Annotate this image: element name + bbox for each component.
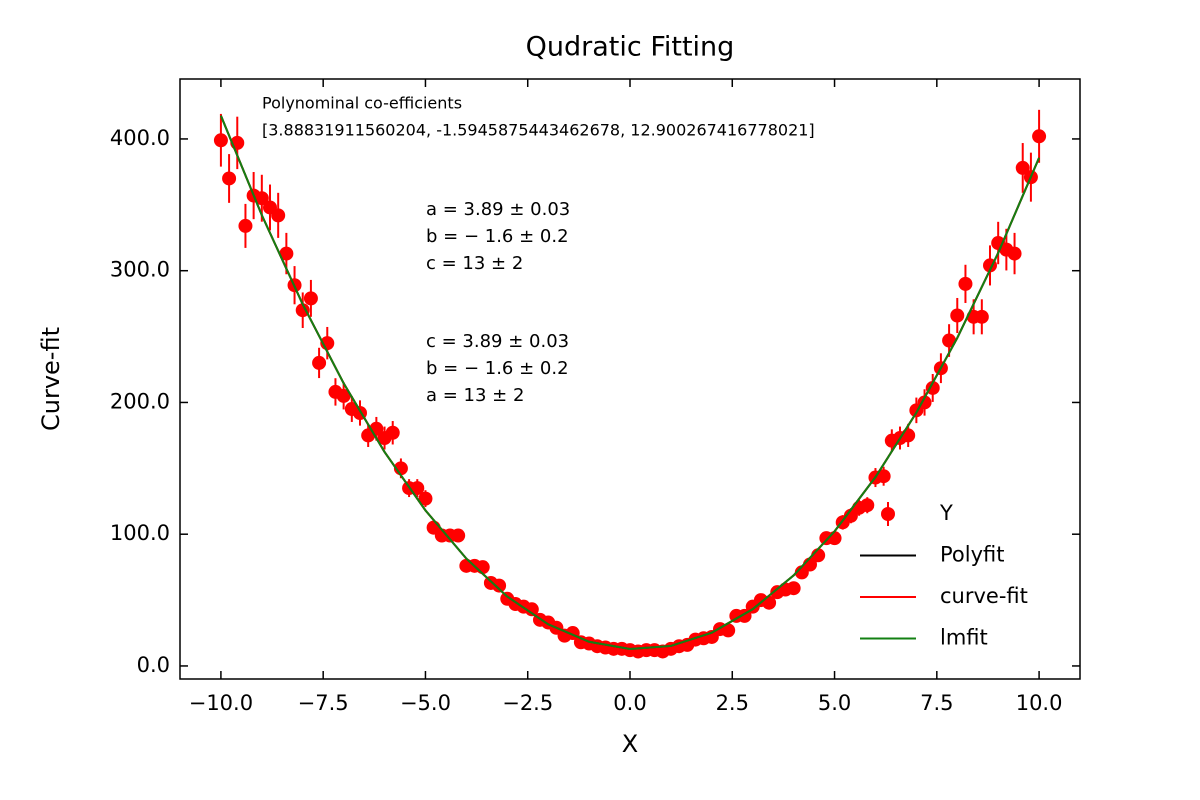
x-tick-label: 0.0 <box>613 691 646 715</box>
fit-line <box>219 115 1041 650</box>
annotation: a = 13 ± 2 <box>426 385 524 406</box>
data-point <box>942 333 957 348</box>
y-tick-label: 400.0 <box>110 126 170 150</box>
y-tick-label: 200.0 <box>110 389 170 413</box>
data-point <box>1015 160 1030 175</box>
data-point <box>336 388 351 403</box>
x-tick-label: −5.0 <box>400 691 451 715</box>
data-point <box>303 291 318 306</box>
legend-label: lmfit <box>940 626 988 650</box>
data-point <box>492 578 507 593</box>
data-point <box>876 469 891 484</box>
data-point <box>786 581 801 596</box>
legend-marker <box>881 507 895 521</box>
data-point <box>860 498 875 513</box>
y-axis-label: Curve-fit <box>37 327 65 431</box>
legend-label: curve-fit <box>940 584 1028 608</box>
x-tick-label: 7.5 <box>920 691 953 715</box>
data-point <box>1007 246 1022 261</box>
x-tick-label: −2.5 <box>502 691 553 715</box>
x-tick-label: 2.5 <box>716 691 749 715</box>
x-tick-label: −7.5 <box>298 691 349 715</box>
data-point <box>410 481 425 496</box>
data-point <box>385 425 400 440</box>
data-point <box>950 308 965 323</box>
x-tick-label: −10.0 <box>189 691 253 715</box>
data-point <box>222 171 237 186</box>
data-point <box>524 602 539 617</box>
y-tick-label: 100.0 <box>110 521 170 545</box>
annotation: a = 3.89 ± 0.03 <box>426 199 570 220</box>
data-point <box>901 428 916 443</box>
data-point <box>475 560 490 575</box>
x-axis-label: X <box>622 730 638 758</box>
data-point <box>213 133 228 148</box>
data-point <box>271 208 286 223</box>
data-point <box>238 218 253 233</box>
legend-label: Polyfit <box>940 543 1005 567</box>
data-point <box>279 246 294 261</box>
annotation: b = − 1.6 ± 0.2 <box>426 358 569 379</box>
annotation: c = 3.89 ± 0.03 <box>426 331 569 352</box>
data-point <box>827 531 842 546</box>
data-point <box>418 491 433 506</box>
annotation: b = − 1.6 ± 0.2 <box>426 226 569 247</box>
x-tick-label: 5.0 <box>818 691 851 715</box>
data-point <box>1032 129 1047 144</box>
data-point <box>312 355 327 370</box>
data-point <box>451 528 466 543</box>
y-tick-label: 300.0 <box>110 258 170 282</box>
data-point <box>295 303 310 318</box>
data-point <box>974 309 989 324</box>
data-point <box>721 623 736 638</box>
legend-label: Y <box>939 501 953 525</box>
y-tick-label: 0.0 <box>137 653 170 677</box>
annotation: [3.88831911560204, -1.5945875443462678, … <box>262 121 815 140</box>
chart-title: Qudratic Fitting <box>526 32 735 63</box>
x-tick-label: 10.0 <box>1016 691 1063 715</box>
data-point <box>254 191 269 206</box>
annotation: c = 13 ± 2 <box>426 253 523 274</box>
data-point <box>958 276 973 291</box>
data-point <box>925 380 940 395</box>
annotation: Polynominal co-efficients <box>262 94 462 113</box>
